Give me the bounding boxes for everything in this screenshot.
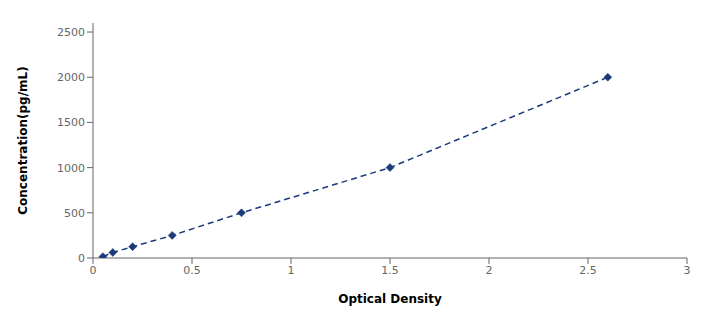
svg-text:500: 500 — [64, 207, 85, 220]
svg-text:1.5: 1.5 — [381, 264, 399, 277]
svg-text:0: 0 — [90, 264, 97, 277]
svg-text:1: 1 — [288, 264, 295, 277]
svg-text:2500: 2500 — [57, 26, 85, 39]
svg-text:Concentration(pg/mL): Concentration(pg/mL) — [16, 66, 30, 214]
svg-text:1000: 1000 — [57, 162, 85, 175]
svg-text:1500: 1500 — [57, 116, 85, 129]
svg-text:0.5: 0.5 — [183, 264, 201, 277]
svg-text:2000: 2000 — [57, 71, 85, 84]
svg-text:3: 3 — [684, 264, 691, 277]
svg-text:2.5: 2.5 — [579, 264, 597, 277]
svg-text:0: 0 — [78, 252, 85, 265]
svg-text:Optical Density: Optical Density — [338, 292, 442, 306]
svg-text:2: 2 — [486, 264, 493, 277]
